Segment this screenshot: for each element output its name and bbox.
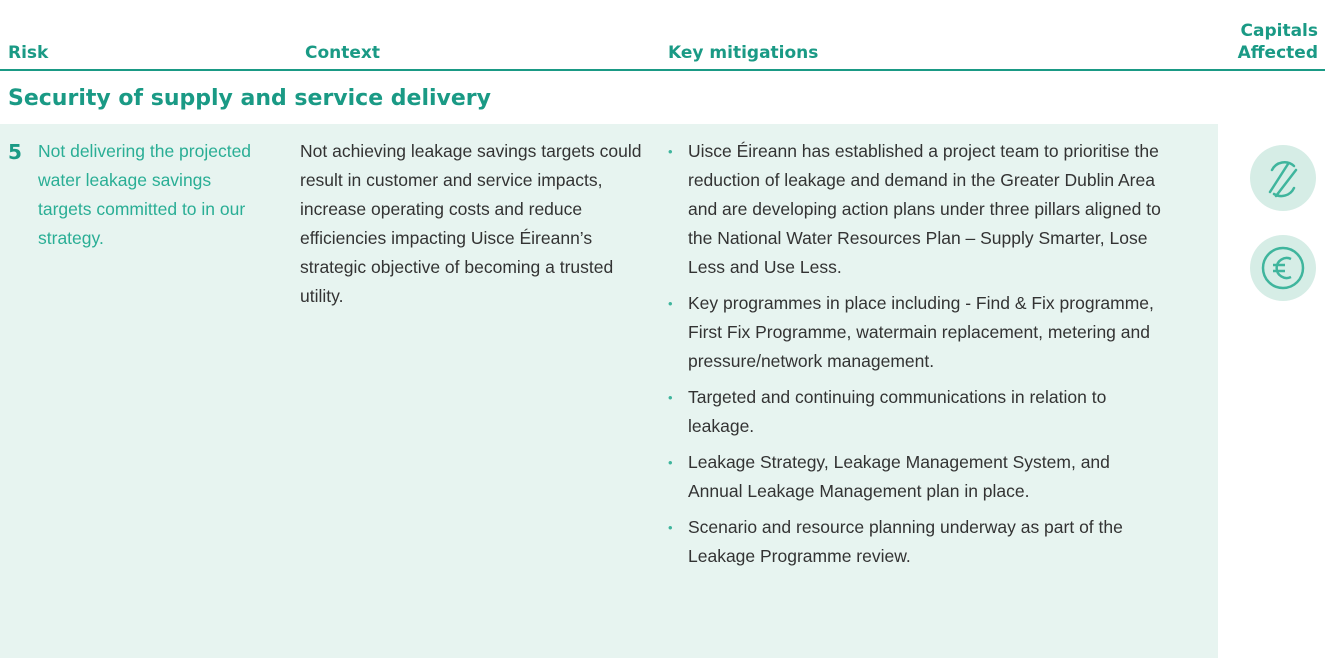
mitigation-item: Scenario and resource planning underway … [668, 513, 1168, 571]
col-header: Context [305, 43, 381, 63]
icon-euro [1273, 256, 1292, 280]
risk-number: 5 [8, 140, 22, 164]
col-header: Capitals Affected [1237, 21, 1318, 63]
mitigation-item: Targeted and continuing communications i… [668, 383, 1168, 441]
icon-euro [1261, 246, 1305, 290]
icon-water [1268, 161, 1298, 198]
header-rule [0, 69, 1325, 71]
risk-text: Not delivering the projected water leaka… [38, 141, 252, 248]
mitigation-item: Uisce Éireann has established a project … [668, 137, 1168, 282]
icon-circle [1250, 145, 1316, 211]
mitigation-item: Leakage Strategy, Leakage Management Sys… [668, 448, 1168, 506]
mitigation-item: Key programmes in place including - Find… [668, 289, 1168, 376]
context-text: Not achieving leakage savings targets co… [300, 141, 642, 306]
col-header: Key mitigations [668, 43, 819, 63]
icon-circle [1250, 235, 1316, 301]
col-header: Risk [8, 43, 49, 63]
icons [1250, 145, 1316, 301]
mitigations: Uisce Éireann has established a project … [668, 137, 1168, 578]
section-title: Security of supply and service delivery [8, 86, 492, 111]
